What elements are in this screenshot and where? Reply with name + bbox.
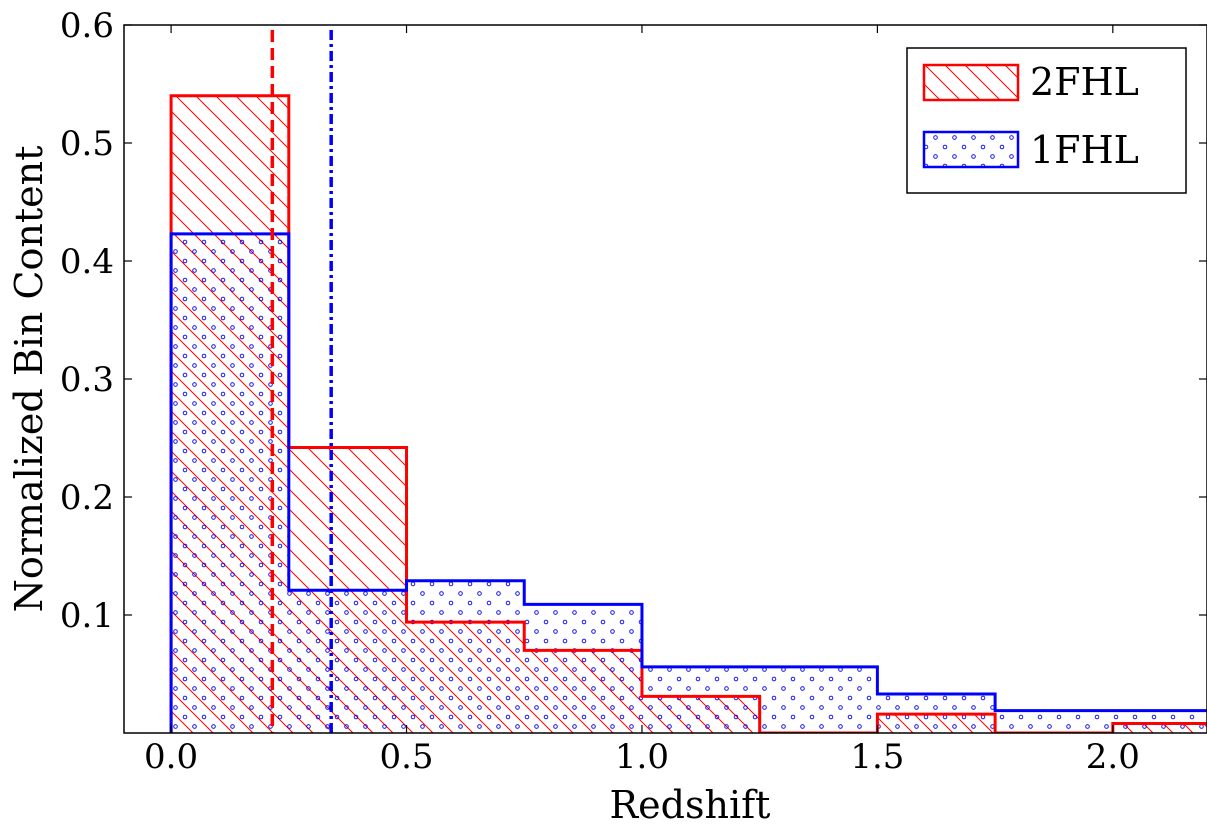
axis-ticks: 0.0 0.5 1.0 1.5 2.0 0.1 0.2 0.3 0.4 0.5 0.6	[60, 6, 1207, 777]
legend-swatch-1fhl	[922, 130, 1020, 169]
y-tick-label: 0.1	[60, 596, 114, 636]
legend-swatch-2fhl	[922, 63, 1020, 102]
y-tick-label: 0.2	[60, 478, 114, 518]
legend-label-1fhl: 1FHL	[1030, 128, 1139, 172]
x-tick-label: 0.0	[144, 737, 198, 777]
bar-1fhl-8	[1112, 710, 1207, 733]
x-tick-label: 1.5	[850, 737, 904, 777]
y-axis-title: Normalized Bin Content	[7, 146, 51, 613]
bar-1fhl-1	[288, 590, 407, 733]
x-axis-title: Redshift	[610, 783, 771, 827]
bar-1fhl-4	[641, 666, 760, 733]
outline-2fhl	[169, 94, 1207, 733]
legend-label-2fhl: 2FHL	[1030, 60, 1139, 104]
y-tick-label: 0.5	[60, 124, 114, 164]
y-tick-label: 0.4	[60, 242, 114, 282]
x-tick-label: 0.5	[379, 737, 433, 777]
bar-1fhl-5	[759, 666, 878, 733]
x-tick-label: 1.0	[615, 737, 669, 777]
plot-area	[169, 30, 1207, 733]
bar-1fhl-3	[524, 604, 642, 733]
y-tick-label: 0.3	[60, 360, 114, 400]
bar-1fhl-2	[406, 580, 525, 733]
y-tick-label: 0.6	[60, 6, 114, 46]
x-tick-label: 2.0	[1086, 737, 1140, 777]
bar-1fhl-0	[171, 233, 289, 733]
bar-1fhl-7	[995, 710, 1113, 733]
outline-1fhl	[169, 232, 1207, 733]
legend: 2FHL 1FHL	[906, 47, 1187, 194]
